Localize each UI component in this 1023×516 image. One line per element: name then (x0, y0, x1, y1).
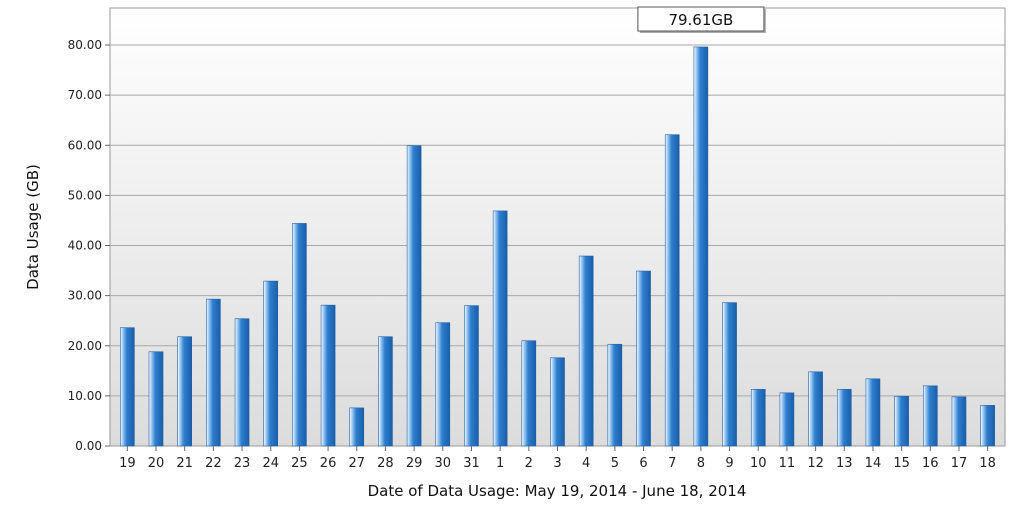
x-tick-label: 10 (750, 456, 767, 471)
bar-22[interactable] (206, 298, 221, 447)
bar-2[interactable] (521, 340, 537, 447)
bar-14[interactable] (865, 378, 881, 447)
x-tick-label: 23 (234, 456, 251, 471)
x-tick-label: 9 (725, 456, 733, 471)
x-tick-label: 22 (205, 456, 222, 471)
value-annotation: 79.61GB (637, 6, 766, 33)
bar-7[interactable] (664, 134, 680, 447)
x-tick-label: 18 (979, 456, 996, 471)
bar-11[interactable] (779, 392, 795, 447)
x-tick-label: 13 (836, 456, 853, 471)
x-tick-label: 24 (262, 456, 279, 471)
x-tick-label: 14 (865, 456, 882, 471)
bar-24[interactable] (263, 280, 279, 447)
x-tick-label: 17 (951, 456, 968, 471)
y-tick-label: 20.00 (68, 339, 102, 353)
bar-3[interactable] (550, 357, 565, 447)
bar-4[interactable] (578, 255, 594, 447)
x-tick-label: 29 (406, 456, 423, 471)
bar-10[interactable] (750, 389, 766, 447)
bar-21[interactable] (177, 336, 192, 447)
x-tick-label: 31 (463, 456, 480, 471)
bar-28[interactable] (378, 336, 393, 447)
bar-5[interactable] (607, 343, 623, 447)
x-tick-label: 2 (525, 456, 533, 471)
bar-12[interactable] (808, 371, 823, 447)
annotation-box (637, 6, 765, 32)
bar-20[interactable] (148, 351, 164, 447)
bar-30[interactable] (435, 322, 451, 447)
x-tick-label: 1 (496, 456, 504, 471)
bars (120, 46, 995, 447)
y-tick-label: 60.00 (68, 138, 102, 152)
x-tick-label: 19 (119, 456, 136, 471)
bar-27[interactable] (349, 407, 365, 447)
x-tick-label: 3 (553, 456, 561, 471)
bar-25[interactable] (292, 223, 307, 447)
x-axis-ticks: 19 20 21 22 23 24 25 26 27 28 29 30 31 1 2 3 4 5 6 7 8 9 10 11 1… (119, 446, 996, 471)
bar-1[interactable] (492, 210, 508, 447)
bar-26[interactable] (320, 304, 336, 447)
bar-19[interactable] (120, 327, 135, 447)
x-axis-title: Date of Data Usage: May 19, 2014 - June … (368, 482, 747, 500)
x-tick-label: 16 (922, 456, 939, 471)
y-tick-label: 70.00 (68, 88, 102, 102)
x-tick-label: 7 (668, 456, 676, 471)
bar-15[interactable] (894, 396, 909, 447)
bar-16[interactable] (923, 385, 938, 447)
bar-31[interactable] (464, 305, 479, 447)
x-tick-label: 21 (176, 456, 193, 471)
bar-29[interactable] (406, 145, 422, 447)
x-tick-label: 5 (611, 456, 619, 471)
bar-6[interactable] (636, 270, 651, 447)
bar-8[interactable] (693, 46, 709, 447)
y-tick-label: 30.00 (68, 289, 102, 303)
x-tick-label: 8 (697, 456, 705, 471)
x-tick-label: 28 (377, 456, 394, 471)
x-tick-label: 12 (807, 456, 824, 471)
y-tick-label: 40.00 (68, 239, 102, 253)
x-tick-label: 25 (291, 456, 308, 471)
gridlines (110, 44, 1005, 397)
x-tick-label: 20 (148, 456, 165, 471)
y-tick-label: 10.00 (68, 389, 102, 403)
y-axis-ticks: 0.00 10.00 20.00 30.00 40.00 50.00 60.00 70.00 8… (68, 38, 110, 453)
x-tick-label: 15 (893, 456, 910, 471)
y-tick-label: 50.00 (68, 188, 102, 202)
bar-17[interactable] (951, 396, 967, 447)
x-tick-label: 11 (779, 456, 796, 471)
bar-23[interactable] (234, 318, 250, 447)
x-tick-label: 27 (348, 456, 365, 471)
x-tick-label: 4 (582, 456, 590, 471)
y-axis-title: Data Usage (GB) (24, 164, 42, 290)
y-tick-label: 80.00 (68, 38, 102, 52)
x-tick-label: 26 (320, 456, 337, 471)
annotation-label: 79.61GB (668, 11, 733, 29)
x-tick-label: 6 (639, 456, 647, 471)
bar-18[interactable] (980, 405, 995, 447)
bar-13[interactable] (836, 389, 852, 447)
bar-9[interactable] (722, 302, 737, 447)
x-tick-label: 30 (435, 456, 452, 471)
y-tick-label: 0.00 (75, 439, 102, 453)
